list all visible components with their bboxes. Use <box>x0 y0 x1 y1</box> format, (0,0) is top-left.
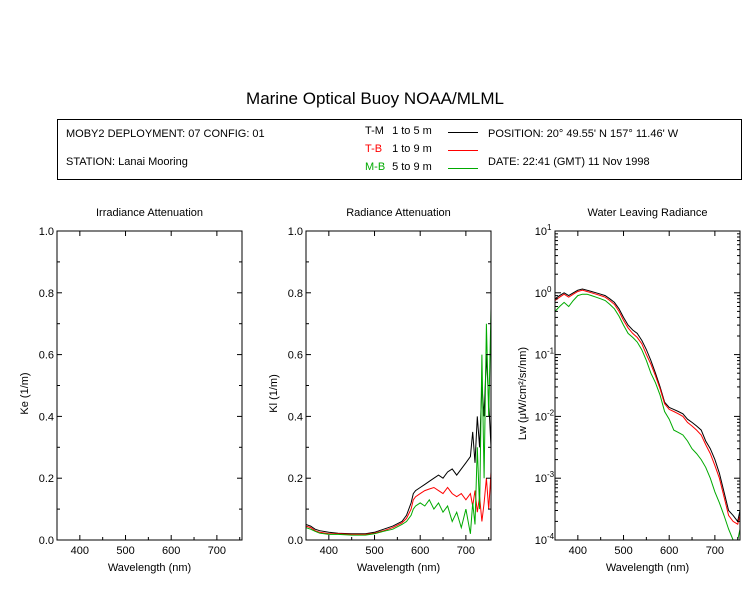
x-tick-label: 600 <box>162 545 180 557</box>
legend-code-tb: T-B <box>365 143 383 155</box>
y-axis-label: Ke (1/m) <box>19 372 31 414</box>
date-text: DATE: 22:41 (GMT) 11 Nov 1998 <box>488 156 650 168</box>
legend-entry-tb: T-B 1 to 9 m <box>365 143 432 155</box>
y-axis-label: Lw (μW/cm²/sr/nm) <box>517 347 529 440</box>
station-text: STATION: Lanai Mooring <box>66 156 188 168</box>
x-tick-label: 600 <box>660 545 678 557</box>
x-tick-label: 400 <box>320 545 338 557</box>
y-tick-label: 0.4 <box>288 411 303 423</box>
x-tick-label: 600 <box>411 545 429 557</box>
y-tick-label: 10 <box>535 535 547 547</box>
y-tick-label: 10 <box>535 411 547 423</box>
x-axis-label: Wavelength (nm) <box>606 562 689 574</box>
series-line-t-m <box>555 288 740 523</box>
x-axis-label: Wavelength (nm) <box>357 562 440 574</box>
y-tick-exponent: -4 <box>547 532 555 541</box>
legend-entry-mb: M-B 5 to 9 m <box>365 161 432 173</box>
series-line-t-m <box>306 354 491 535</box>
plot-frame <box>56 230 243 541</box>
y-tick-label: 10 <box>535 350 547 362</box>
y-tick-exponent: 1 <box>547 223 552 232</box>
chart-panel-2: Radiance Attenuation 400 500 600 700 0.0 0.2 0.… <box>268 207 492 574</box>
y-tick-label: 0.4 <box>39 411 54 423</box>
chart-panel-1: Irradiance Attenuation 400 500 600 700 0.0 0.2… <box>19 207 243 574</box>
y-tick-label: 0.8 <box>39 288 54 300</box>
y-tick-label: 0.0 <box>288 535 303 547</box>
x-tick-label: 700 <box>457 545 475 557</box>
y-tick-label: 0.0 <box>39 535 54 547</box>
y-tick-exponent: -2 <box>547 408 555 417</box>
legend-code-tm: T-M <box>365 125 384 137</box>
y-tick-label: 1.0 <box>288 226 303 238</box>
y-tick-label: 10 <box>535 288 547 300</box>
legend-entry-tm: T-M 1 to 5 m <box>365 125 432 137</box>
chart-title: Radiance Attenuation <box>346 207 451 219</box>
x-tick-label: 400 <box>71 545 89 557</box>
plot-frame <box>305 230 492 541</box>
legend-line-mb <box>448 168 478 169</box>
legend-range-mb: 5 to 9 m <box>392 161 432 173</box>
x-tick-label: 700 <box>706 545 724 557</box>
position-text: POSITION: 20° 49.55' N 157° 11.46' W <box>488 128 679 140</box>
y-tick-exponent: -3 <box>547 470 555 479</box>
figure-title: Marine Optical Buoy NOAA/MLML <box>246 89 504 108</box>
x-tick-label: 500 <box>614 545 632 557</box>
legend-line-tm <box>448 132 478 133</box>
y-tick-label: 0.8 <box>288 288 303 300</box>
x-tick-label: 700 <box>208 545 226 557</box>
legend-code-mb: M-B <box>365 161 386 173</box>
y-tick-label: 0.2 <box>288 473 303 485</box>
y-tick-label: 0.6 <box>39 350 54 362</box>
x-tick-label: 500 <box>365 545 383 557</box>
legend-range-tb: 1 to 9 m <box>392 143 432 155</box>
y-tick-exponent: -1 <box>547 347 555 356</box>
series-line-m-b <box>555 293 740 540</box>
legend-line-tb <box>448 150 478 151</box>
info-box: MOBY2 DEPLOYMENT: 07 CONFIG: 01 STATION:… <box>57 119 742 180</box>
y-tick-label: 10 <box>535 473 547 485</box>
y-tick-exponent: 0 <box>547 285 552 294</box>
chart-title: Irradiance Attenuation <box>96 207 203 219</box>
y-tick-label: 0.6 <box>288 350 303 362</box>
legend-range-tm: 1 to 5 m <box>392 125 432 137</box>
y-axis-label: Kl (1/m) <box>268 374 280 413</box>
series-line-m-b <box>306 308 491 536</box>
series-line-t-b <box>306 471 491 535</box>
chart-title: Water Leaving Radiance <box>587 207 707 219</box>
series-line-t-b <box>555 289 740 525</box>
x-axis-label: Wavelength (nm) <box>108 562 191 574</box>
deployment-text: MOBY2 DEPLOYMENT: 07 CONFIG: 01 <box>66 128 265 140</box>
y-tick-label: 10 <box>535 226 547 238</box>
plot-frame <box>554 230 741 541</box>
x-tick-label: 400 <box>569 545 587 557</box>
x-tick-label: 500 <box>116 545 134 557</box>
y-tick-label: 0.2 <box>39 473 54 485</box>
y-tick-label: 1.0 <box>39 226 54 238</box>
